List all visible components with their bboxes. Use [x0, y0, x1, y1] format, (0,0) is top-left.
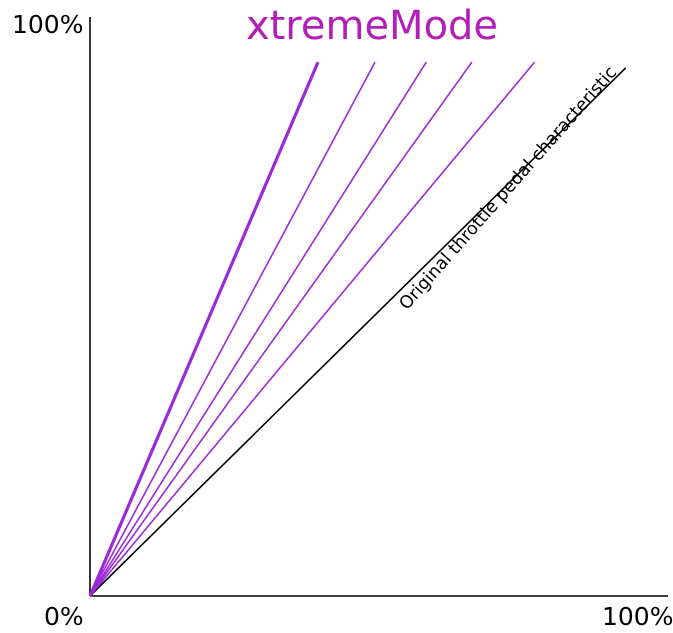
- x-tick-label-max: 100%: [602, 602, 673, 631]
- series-line-5: [88, 61, 320, 597]
- series-layer: [88, 61, 627, 597]
- series-line-1: [89, 61, 536, 597]
- chart-title: xtremeMode: [245, 3, 499, 49]
- series-line-3: [89, 61, 427, 597]
- series-line-original: [89, 67, 627, 597]
- series-line-4: [89, 61, 376, 597]
- y-tick-label-max: 100%: [12, 10, 84, 39]
- x-tick-label-origin: 0%: [44, 602, 84, 631]
- series-line-2: [89, 61, 473, 597]
